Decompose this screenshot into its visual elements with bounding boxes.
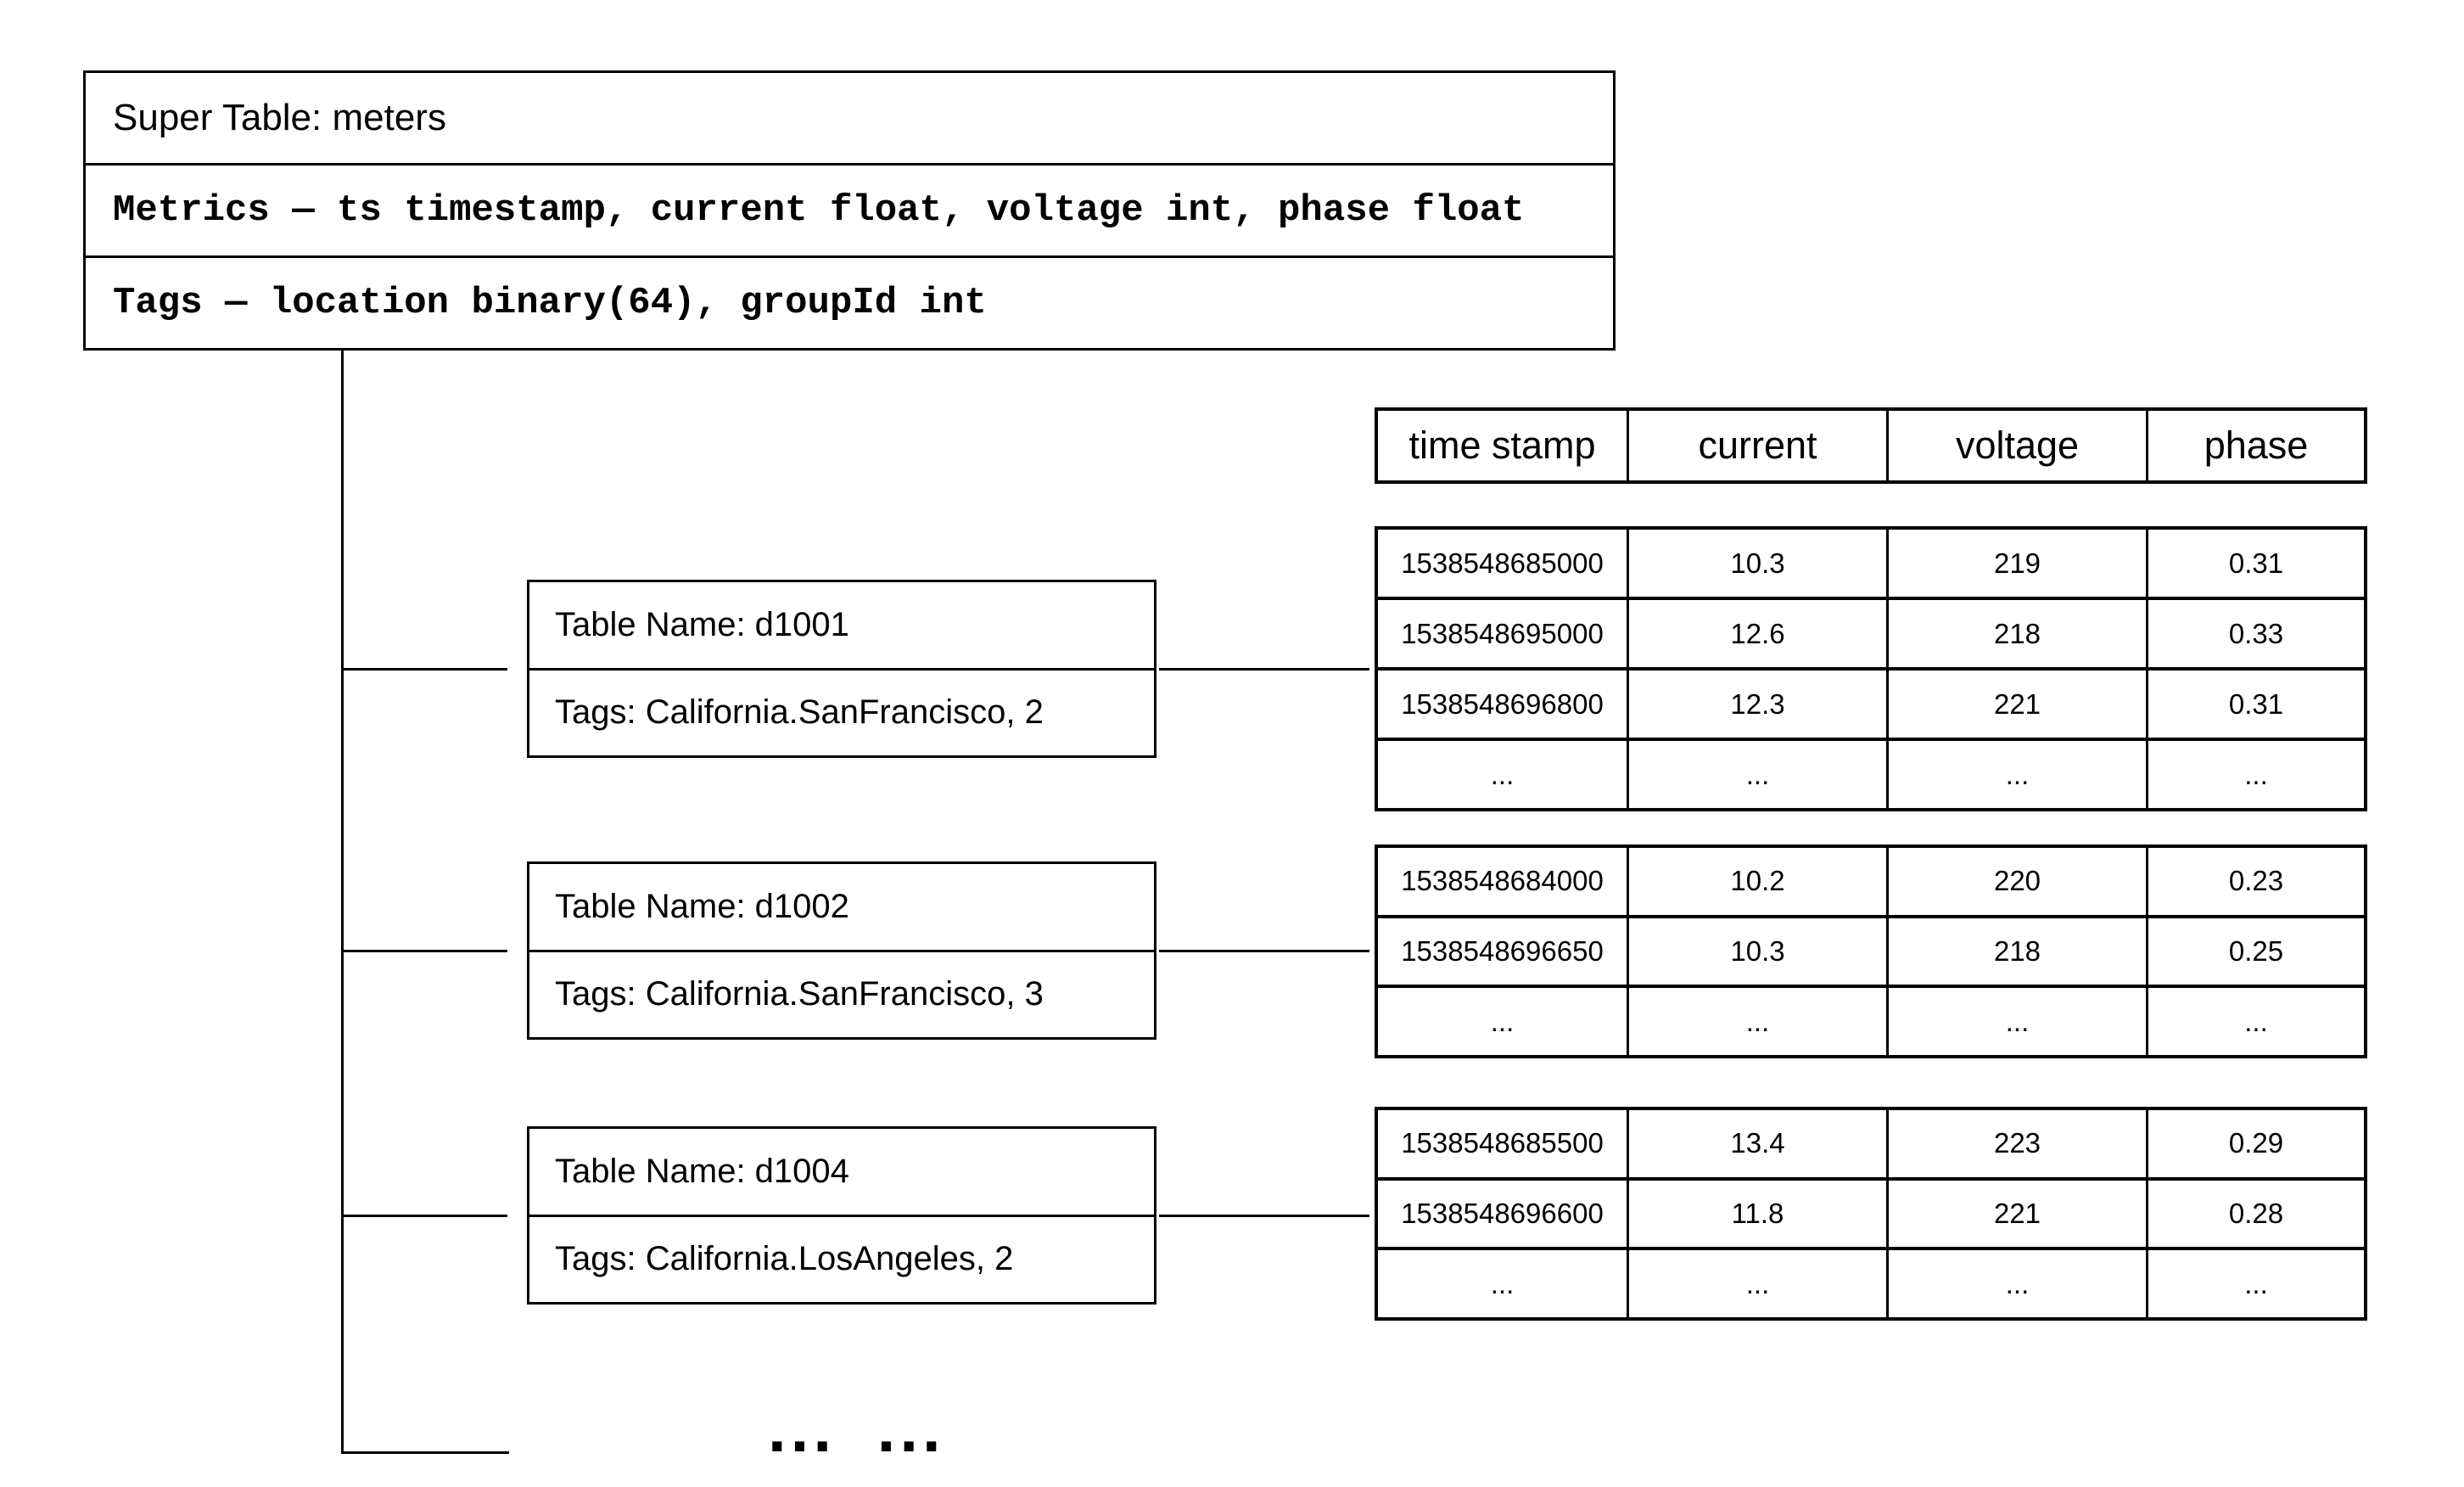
data-cell: 10.2 [1629,848,1889,918]
data-cell: 13.4 [1629,1110,1889,1181]
data-cell: ... [2244,758,2268,790]
super-table-box: Super Table: meters Metrics — ts timesta… [83,70,1616,351]
data-cell: 221 [1889,671,2148,741]
connector-d1002-right [1159,950,1369,952]
data-cell: 1538548696800 [1378,671,1629,741]
data-cell: 12.6 [1629,600,1889,671]
data-cell: ... [1889,741,2148,808]
connector-d1002-left [341,950,507,952]
subtable-name: Table Name: d1004 [555,1152,849,1190]
data-cell: ... [1889,988,2148,1055]
data-cell: 10.3 [1629,530,1889,600]
data-table-d1002: 1538548684000 10.2 220 0.23 153854869665… [1375,845,2367,1058]
data-cell: 0.31 [2148,671,2364,741]
subtable-name: Table Name: d1002 [555,887,849,925]
subtable-tags: Tags: California.SanFrancisco, 2 [529,667,1154,756]
data-cell: 220 [1889,848,2148,918]
data-cell: 0.28 [2148,1181,2364,1251]
connector-d1001-left [341,668,507,671]
data-cell: 12.3 [1629,671,1889,741]
super-table-tags: Tags — location binary(64), groupId int [86,255,1613,348]
subtable-box-d1002: Table Name: d1002 Tags: California.SanFr… [527,861,1156,1040]
column-header-cell: voltage [1889,411,2148,480]
data-cell: ... [1378,741,1629,808]
data-cell: 0.33 [2148,600,2364,671]
data-cell: 219 [1889,530,2148,600]
trunk-line [341,351,344,1454]
data-cell: 11.8 [1629,1180,1889,1251]
column-header-cell: time stamp [1378,411,1629,480]
data-cell: ... [2244,1267,2268,1299]
subtable-box-d1001: Table Name: d1001 Tags: California.SanFr… [527,580,1156,758]
data-cell: 1538548684000 [1378,848,1629,918]
data-cell: ... [1629,741,1889,808]
more-tables-ellipsis: ... ... [768,1391,945,1466]
data-cell: 221 [1889,1180,2148,1251]
data-table-d1001: 1538548685000 10.3 219 0.31 153854869500… [1375,526,2367,811]
connector-d1004-left [341,1215,507,1217]
subtable-tags: Tags: California.SanFrancisco, 3 [529,949,1154,1038]
super-table-metrics: Metrics — ts timestamp, current float, v… [86,163,1613,255]
connector-d1001-right [1159,668,1369,671]
data-cell: ... [2244,1005,2268,1037]
column-header-row: time stamp current voltage phase [1375,407,2367,484]
data-cell: 1538548695000 [1378,600,1629,671]
data-cell: 0.23 [2148,848,2364,918]
column-header-cell: phase [2204,424,2309,467]
data-cell: 1538548685000 [1378,530,1629,600]
data-cell: 0.25 [2148,918,2364,989]
connector-more [341,1451,509,1454]
column-header-cell: current [1629,411,1889,480]
data-cell: 223 [1889,1110,2148,1181]
data-cell: 10.3 [1629,917,1889,989]
data-cell: 1538548685500 [1378,1110,1629,1181]
subtable-tags: Tags: California.LosAngeles, 2 [529,1214,1154,1303]
data-cell: ... [1378,1250,1629,1317]
connector-d1004-right [1159,1215,1369,1217]
data-cell: ... [1378,988,1629,1055]
data-cell: ... [1629,988,1889,1055]
data-cell: 218 [1889,917,2148,989]
data-cell: 218 [1889,600,2148,671]
data-cell: 0.29 [2148,1110,2364,1181]
data-cell: 1538548696650 [1378,917,1629,989]
subtable-name: Table Name: d1001 [555,605,849,643]
data-cell: 0.31 [2148,530,2364,600]
super-table-title: Super Table: meters [113,97,446,138]
data-cell: 1538548696600 [1378,1180,1629,1251]
data-cell: ... [1889,1250,2148,1317]
data-cell: ... [1629,1250,1889,1317]
subtable-box-d1004: Table Name: d1004 Tags: California.LosAn… [527,1126,1156,1305]
data-table-d1004: 1538548685500 13.4 223 0.29 153854869660… [1375,1107,2367,1321]
